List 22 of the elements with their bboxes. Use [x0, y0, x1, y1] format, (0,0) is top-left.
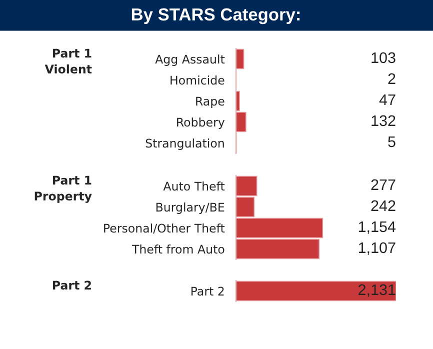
y-tick-label: Strangulation: [146, 138, 224, 150]
y-tick-label: Homicide: [170, 76, 224, 85]
y-tick-label: Rape: [196, 96, 224, 108]
chart-title: By STARS Category:: [132, 8, 300, 24]
data-label: 1,107: [358, 242, 396, 255]
data-label: 242: [371, 200, 396, 211]
data-label: 2: [388, 73, 396, 84]
data-label: 2,131: [358, 284, 396, 297]
y-tick-label: Robbery: [177, 118, 225, 129]
data-label: 277: [371, 179, 396, 190]
y-tick-label: Theft from Auto: [132, 244, 224, 254]
data-label: 1,154: [358, 221, 396, 234]
y-tick-label: Personal/Other Theft: [104, 224, 225, 234]
y-tick-label: Burglary/BE: [156, 202, 224, 214]
y-tick-label: Agg Assault: [155, 54, 225, 66]
y-axis-title: Part 1 Violent: [44, 48, 92, 74]
data-label: 5: [388, 136, 396, 148]
data-label: 132: [372, 115, 396, 126]
y-tick-label: Auto Theft: [163, 182, 225, 191]
y-axis-title: Part 1 Property: [34, 176, 92, 203]
data-label: 103: [372, 52, 396, 64]
data-label: 47: [379, 94, 396, 105]
